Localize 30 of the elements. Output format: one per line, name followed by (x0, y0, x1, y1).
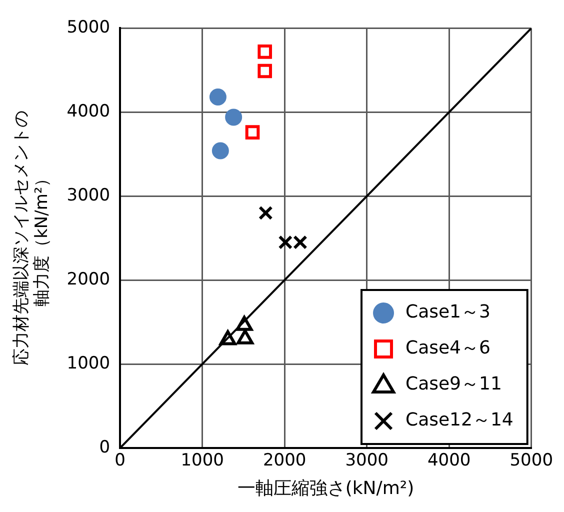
point (219, 330, 236, 346)
y-tick-label: 1000 (66, 353, 110, 374)
y-tick-label: 3000 (66, 186, 110, 206)
point (278, 235, 293, 250)
legend-label: Case12～14 (406, 410, 514, 431)
x-tick-label: 1000 (180, 450, 224, 471)
x-tick-label: 2000 (262, 450, 306, 471)
y-tick-label: 5000 (66, 18, 110, 38)
x-tick-label: 4000 (427, 450, 471, 471)
point (236, 316, 253, 331)
x-tick-label: 5000 (510, 450, 553, 471)
point (293, 235, 308, 250)
point (236, 329, 254, 344)
y-tick-label: 4000 (66, 102, 110, 122)
point (258, 206, 273, 220)
point (245, 125, 260, 140)
legend-label: Case9～11 (406, 374, 502, 395)
point (209, 88, 226, 106)
point (212, 142, 229, 160)
point (225, 108, 242, 126)
point (258, 44, 272, 59)
point (258, 64, 272, 78)
y-tick-label: 2000 (66, 270, 110, 290)
x-tick-label: 0 (114, 450, 126, 471)
legend-label: Case4～6 (406, 338, 490, 359)
x-axis-title: 一軸圧縮強さ(kN/m²) (237, 478, 414, 499)
x-tick-label: 3000 (345, 450, 388, 471)
y-tick-label: 0 (99, 437, 110, 458)
y-axis-title: 応力材先端以深ソイルセメントの軸力度（kN/m²） (12, 110, 52, 366)
legend-label: Case1～3 (406, 302, 490, 323)
